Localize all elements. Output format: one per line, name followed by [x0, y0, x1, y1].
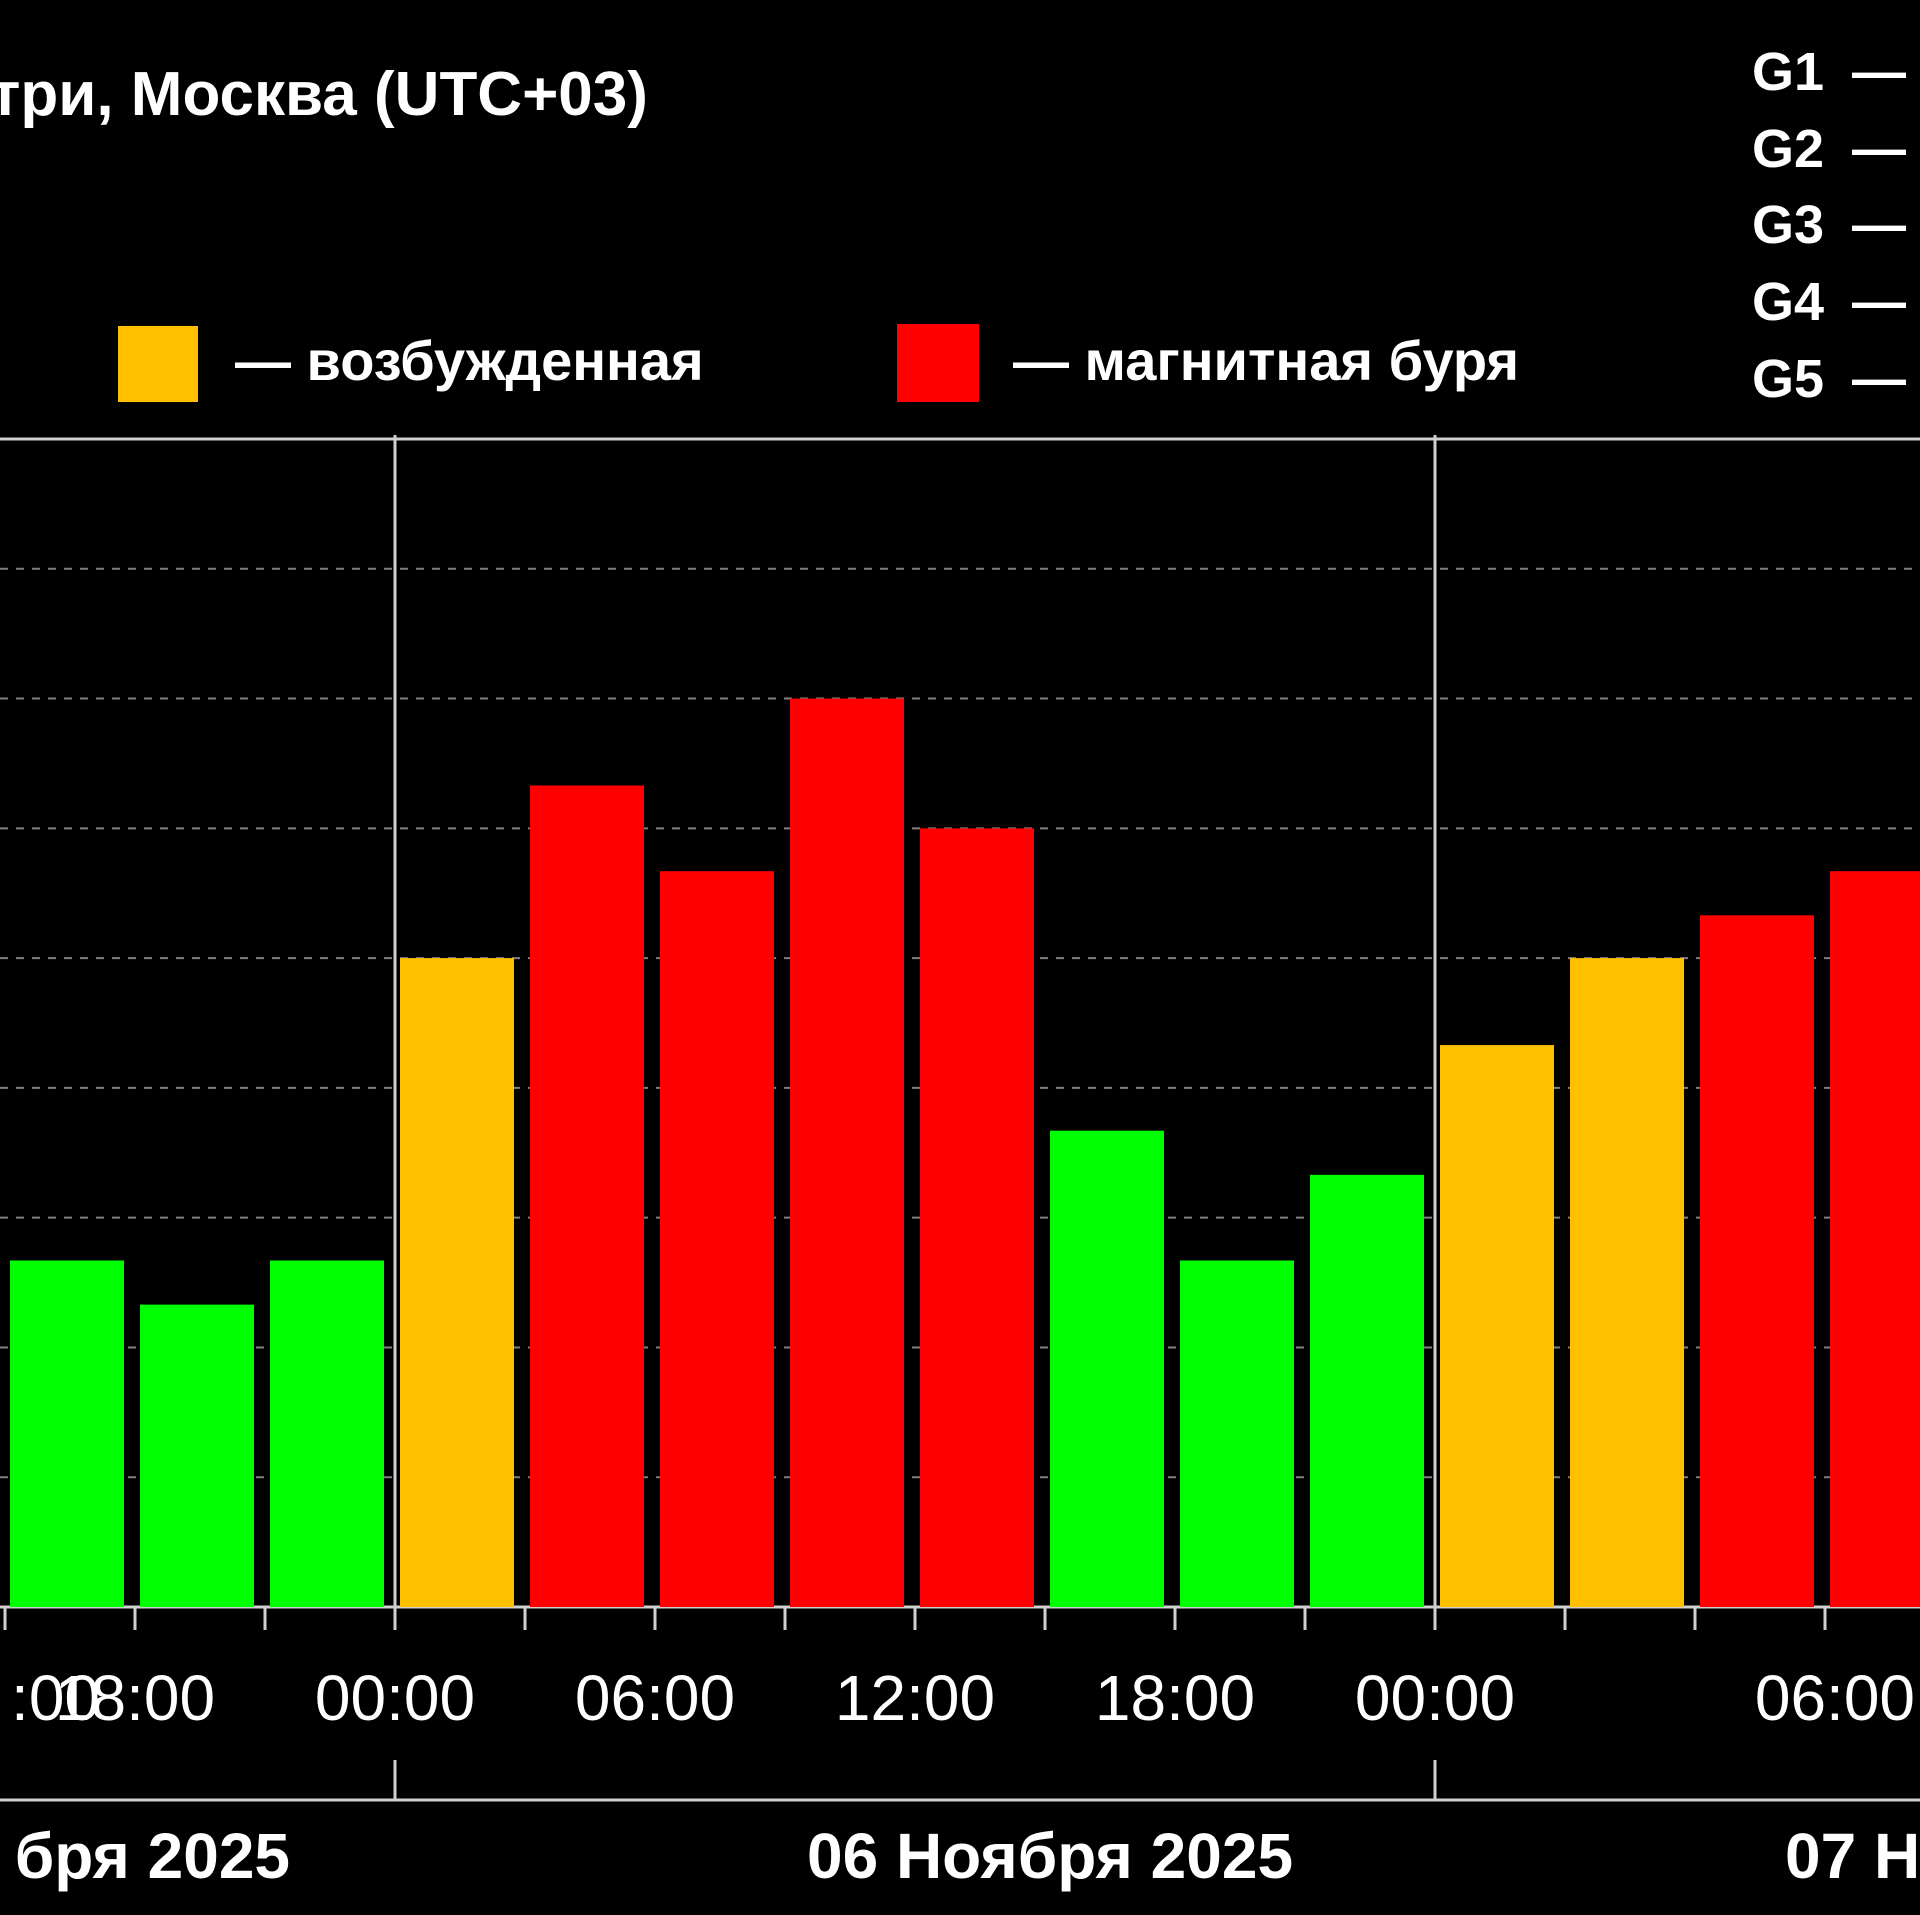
- bar: [920, 828, 1034, 1607]
- date-label: 06 Ноября 2025: [807, 1820, 1293, 1892]
- bar: [660, 871, 774, 1607]
- date-label: 07 Н: [1785, 1820, 1920, 1892]
- g-scale-label-g5: G5: [1752, 349, 1824, 409]
- x-tick-label: 06:00: [1755, 1662, 1915, 1734]
- date-labels: бря 2025 06 Ноября 2025 07 Н: [15, 1820, 1920, 1892]
- legend: — возбужденная — магнитная буря: [118, 324, 1519, 402]
- x-tick-label: :00: [11, 1662, 100, 1734]
- bar: [400, 958, 514, 1607]
- bar: [1180, 1260, 1294, 1607]
- legend-swatch-storm: [897, 324, 979, 402]
- g-scale-dash-g2: —: [1852, 119, 1906, 179]
- chart-title: три, Москва (UTC+03): [0, 60, 648, 129]
- bar: [790, 698, 904, 1607]
- g-scale-label-g2: G2: [1752, 119, 1824, 179]
- bar: [270, 1260, 384, 1607]
- g-scale-label-g3: G3: [1752, 195, 1824, 255]
- bar: [1050, 1130, 1164, 1607]
- bar-partial-end: [1830, 871, 1920, 1607]
- g-scale-label-g1: G1: [1752, 42, 1824, 102]
- x-tick-label: 18:00: [1095, 1662, 1255, 1734]
- legend-label-storm: — магнитная буря: [1013, 329, 1519, 392]
- x-tick-label: 06:00: [575, 1662, 735, 1734]
- bar: [1440, 1045, 1554, 1607]
- g-scale-dash-g1: —: [1852, 42, 1906, 102]
- date-label: бря 2025: [15, 1820, 290, 1892]
- bar: [1700, 915, 1814, 1607]
- day-separators: [393, 435, 1437, 1800]
- x-tick-label: 12:00: [835, 1662, 995, 1734]
- bars: [10, 698, 1920, 1607]
- bar: [140, 1304, 254, 1607]
- bar: [530, 785, 644, 1607]
- g-scale-dash-g3: —: [1852, 195, 1906, 255]
- bar: [1570, 958, 1684, 1607]
- x-tick-label: 00:00: [1355, 1662, 1515, 1734]
- g-scale-label-g4: G4: [1752, 272, 1824, 332]
- x-tick-label: 18:00: [55, 1662, 215, 1734]
- legend-label-excited: — возбужденная: [235, 329, 704, 392]
- legend-swatch-excited: [118, 326, 198, 402]
- bar: [1310, 1174, 1424, 1607]
- g-scale-legend: G1 — G2 — G3 — G4 — G5 —: [1752, 42, 1906, 409]
- bar: [10, 1260, 124, 1607]
- g-scale-dash-g4: —: [1852, 272, 1906, 332]
- g-scale-dash-g5: —: [1852, 349, 1906, 409]
- x-tick-label: 00:00: [315, 1662, 475, 1734]
